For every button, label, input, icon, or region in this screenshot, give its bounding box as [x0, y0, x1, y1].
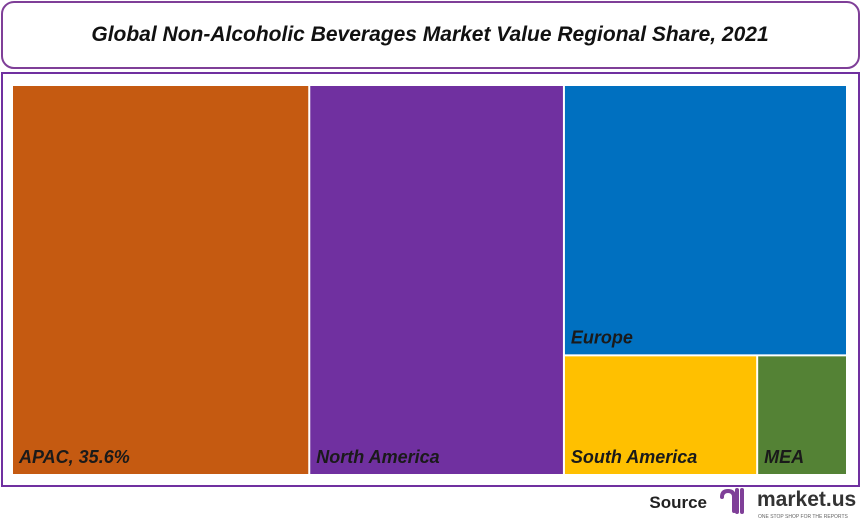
treemap: APAC, 35.6% North America Europe South Amer… [13, 86, 846, 474]
tile [564, 356, 757, 474]
tile-label: MEA [764, 447, 804, 467]
source-label: Source [649, 493, 707, 512]
brand-logo [720, 488, 744, 514]
chart-title: Global Non-Alcoholic Beverages Market Va… [91, 23, 768, 46]
tile [310, 86, 563, 474]
tile [758, 356, 846, 474]
tile-label: South America [571, 447, 697, 467]
tile-label: APAC, 35.6% [18, 447, 130, 467]
tile [13, 86, 309, 474]
brand-name: market.us [757, 488, 856, 511]
tile-label: Europe [571, 327, 633, 347]
brand-tagline: ONE STOP SHOP FOR THE REPORTS [758, 514, 849, 520]
title-box [1, 1, 860, 69]
tile-label: North America [316, 447, 439, 467]
logo-icon [720, 488, 744, 514]
tile [564, 86, 846, 355]
